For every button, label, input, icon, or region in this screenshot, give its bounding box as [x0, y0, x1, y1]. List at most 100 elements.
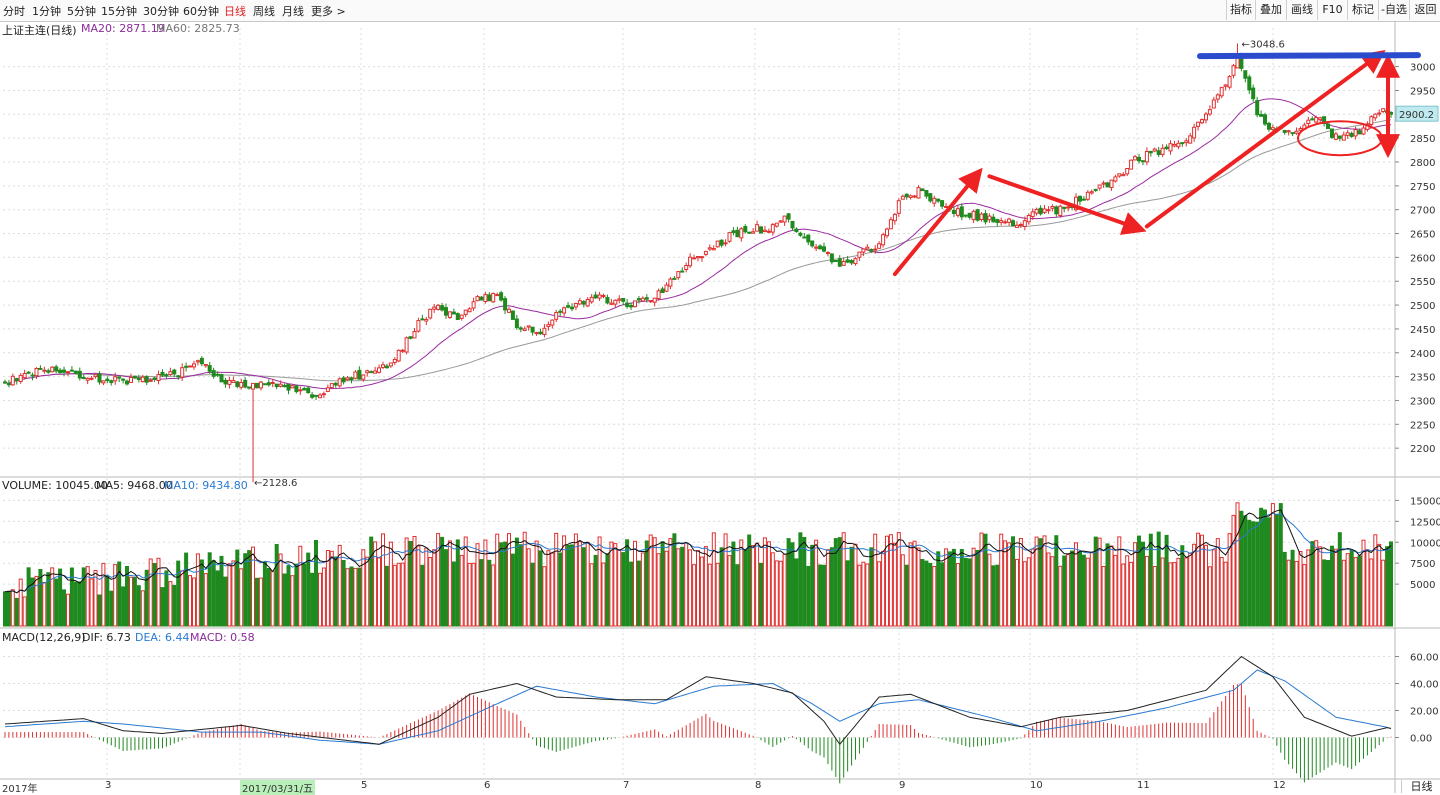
watchlist-button[interactable]: -自选 — [1378, 0, 1409, 20]
overlay-button[interactable]: 叠加 — [1255, 0, 1286, 20]
candle — [999, 217, 1004, 226]
candle-body — [203, 364, 208, 367]
period-tab-daily[interactable]: 日线 — [224, 5, 246, 18]
candle-body — [1357, 130, 1362, 135]
candle-body — [920, 188, 925, 192]
volume-bar — [392, 564, 397, 627]
candle-body — [983, 213, 988, 223]
volume-bar — [703, 546, 708, 627]
mark-button[interactable]: 标记 — [1347, 0, 1378, 20]
volume-bar — [1066, 554, 1071, 627]
price-axis-tick: 2700 — [1410, 206, 1435, 217]
volume-bar — [136, 585, 141, 627]
candle — [1184, 137, 1189, 147]
candle-body — [14, 378, 19, 382]
volume-bar — [818, 564, 823, 627]
period-tab-60min[interactable]: 60分钟 — [183, 5, 219, 18]
volume-bar — [121, 586, 126, 627]
period-tab-weekly[interactable]: 周线 — [253, 5, 275, 18]
candle — [26, 371, 31, 375]
period-tab-30min[interactable]: 30分钟 — [143, 5, 179, 18]
candle-body — [1022, 220, 1027, 227]
candle — [975, 208, 980, 222]
candle-body — [810, 240, 815, 247]
volume-bar — [93, 570, 98, 627]
price-axis-tick: 2200 — [1410, 444, 1435, 455]
candle — [369, 370, 374, 374]
volume-bar — [10, 589, 15, 627]
indicator-button[interactable]: 指标 — [1226, 0, 1255, 20]
volume-bar — [538, 550, 543, 627]
volume-bar — [467, 562, 472, 627]
candle — [152, 376, 157, 383]
volume-bar — [215, 570, 220, 627]
candle — [1105, 181, 1110, 188]
candle-body — [1003, 221, 1008, 224]
volume-bar — [18, 578, 23, 627]
candle-body — [353, 371, 358, 379]
candle-body — [896, 200, 901, 214]
candle-body — [1345, 132, 1350, 136]
candle — [1200, 118, 1204, 125]
daily-period-button[interactable]: 日线 — [1401, 780, 1440, 793]
volume-bar — [184, 552, 189, 627]
candle-body — [235, 381, 240, 387]
high-price-label: ←3048.6 — [1242, 39, 1285, 50]
candle-body — [1255, 100, 1260, 116]
period-tab-monthly[interactable]: 月线 — [282, 5, 304, 18]
candle — [499, 290, 504, 302]
draw-line-button[interactable]: 画线 — [1286, 0, 1317, 20]
candle-body — [467, 308, 472, 313]
volume-bar — [668, 538, 673, 627]
candle-body — [1093, 188, 1098, 191]
candle-body — [345, 377, 350, 381]
candle-body — [404, 337, 409, 353]
ma60-label: MA60: 2825.73 — [156, 22, 240, 35]
period-toolbar: 分时 1分钟 5分钟 15分钟 30分钟 60分钟 日线 周线 月线 更多 > … — [0, 0, 1440, 22]
volume-bar — [105, 575, 110, 627]
period-tab-1min[interactable]: 1分钟 — [32, 5, 61, 18]
volume-bar — [1050, 556, 1055, 627]
candle — [664, 282, 669, 293]
candle-body — [416, 320, 421, 332]
candle — [1188, 132, 1193, 144]
candle-body — [168, 371, 173, 376]
volume-bar — [369, 536, 374, 627]
candle — [581, 300, 586, 308]
period-tab-timeshare[interactable]: 分时 — [3, 5, 25, 18]
candle-body — [227, 379, 232, 385]
volume-bar — [1318, 546, 1323, 627]
volume-bar — [447, 540, 452, 627]
candle — [1050, 204, 1055, 212]
volume-bar — [609, 541, 614, 627]
candle-body — [1326, 123, 1330, 130]
back-button[interactable]: 返回 — [1409, 0, 1440, 20]
candle-body — [34, 368, 39, 377]
volume-bar — [1188, 552, 1193, 627]
candle — [302, 386, 307, 391]
f10-button[interactable]: F10 — [1317, 0, 1347, 20]
candle-body — [908, 195, 913, 199]
candle-body — [140, 376, 145, 383]
candle-body — [558, 310, 563, 313]
volume-bar — [491, 564, 496, 627]
volume-bar — [487, 559, 492, 627]
period-tab-more[interactable]: 更多 > — [311, 5, 346, 18]
candle-body — [1042, 208, 1047, 213]
candle-body — [333, 382, 338, 386]
candle — [353, 370, 358, 380]
candle — [412, 327, 417, 339]
macd-dea-label: DEA: 6.44 — [135, 631, 190, 644]
candle-body — [1030, 211, 1035, 218]
period-tab-15min[interactable]: 15分钟 — [101, 5, 137, 18]
candle — [455, 312, 460, 321]
volume-bar — [203, 573, 208, 627]
candle-body — [1148, 150, 1153, 154]
candle — [247, 386, 252, 390]
period-tab-5min[interactable]: 5分钟 — [67, 5, 96, 18]
volume-bar — [877, 561, 882, 627]
volume-bar — [581, 547, 586, 627]
candle — [1286, 129, 1291, 136]
candle-body — [1164, 146, 1169, 150]
volume-bar — [365, 556, 370, 627]
